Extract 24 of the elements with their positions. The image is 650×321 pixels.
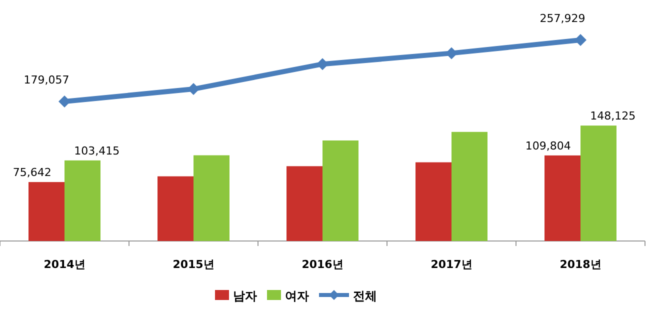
data-label: 179,057	[24, 73, 70, 86]
legend-label: 여자	[285, 289, 309, 303]
bar	[194, 155, 230, 241]
bar	[64, 160, 100, 241]
data-label: 257,929	[540, 12, 586, 25]
bar	[28, 182, 64, 241]
bar	[580, 126, 616, 241]
data-label: 75,642	[12, 166, 52, 180]
x-tick-label: 2016년	[302, 258, 344, 271]
bar	[158, 176, 194, 241]
x-tick-label: 2015년	[172, 258, 214, 271]
x-tick-label: 2014년	[44, 258, 86, 271]
data-label: 109,804	[525, 139, 571, 152]
data-label: 103,415	[74, 144, 120, 158]
bar	[544, 155, 580, 241]
x-tick-label: 2018년	[560, 258, 602, 271]
legend-label: 전체	[353, 289, 377, 303]
legend-label: 남자	[233, 289, 257, 303]
bar	[416, 162, 452, 241]
bar	[286, 166, 322, 241]
data-label: 148,125	[590, 110, 636, 123]
bar	[322, 140, 358, 241]
x-tick-label: 2017년	[430, 258, 472, 271]
bar	[452, 132, 488, 241]
